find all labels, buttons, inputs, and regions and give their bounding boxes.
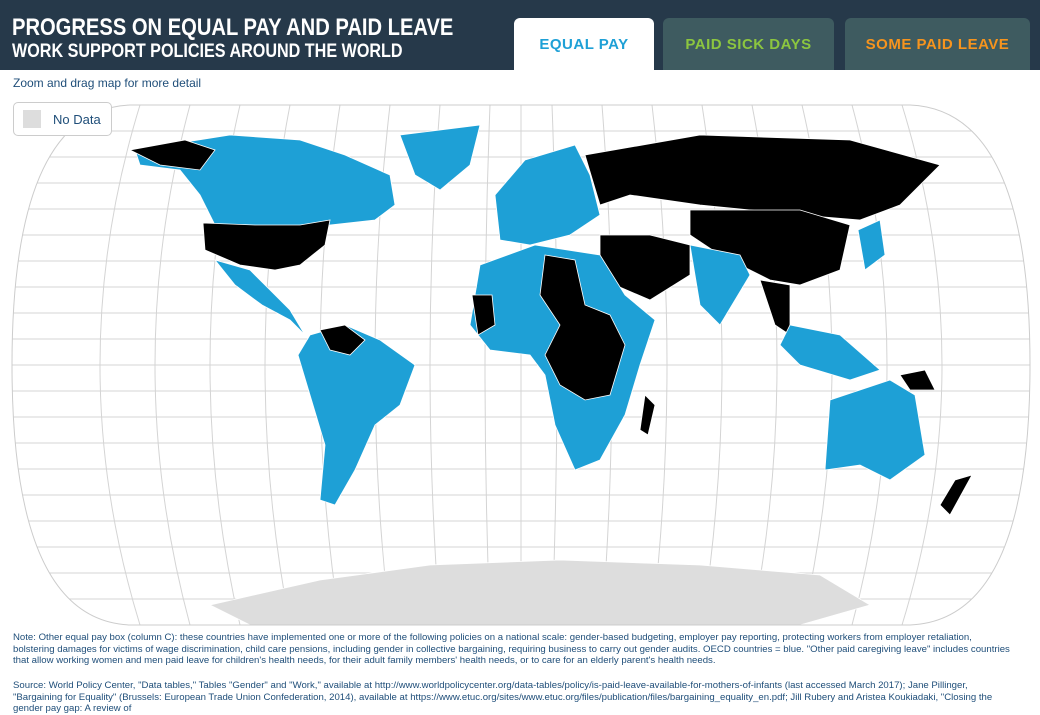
source: Source: World Policy Center, "Data table… (13, 680, 993, 714)
legend: No Data (13, 102, 112, 136)
new-zealand[interactable] (939, 474, 973, 516)
mauritania[interactable] (471, 294, 496, 336)
indonesia[interactable] (779, 324, 881, 381)
title: PROGRESS ON EQUAL PAY AND PAID LEAVE (12, 14, 454, 41)
venezuela[interactable] (319, 324, 366, 356)
tab[interactable]: PAID SICK DAYS (663, 18, 834, 70)
china[interactable] (689, 209, 851, 286)
south-america[interactable] (297, 324, 416, 506)
legend-label: No Data (53, 111, 101, 127)
legend-swatch (23, 110, 41, 128)
map-body (12, 105, 1030, 625)
usa[interactable] (202, 219, 331, 271)
mexico[interactable] (213, 259, 306, 336)
alaska[interactable] (128, 139, 216, 171)
europe[interactable] (494, 144, 601, 246)
russia[interactable] (584, 134, 941, 221)
africa-no-policy[interactable] (539, 254, 626, 401)
tab[interactable]: SOME PAID LEAVE (845, 18, 1030, 70)
hint: Zoom and drag map for more detail (13, 76, 202, 90)
world-map[interactable] (0, 95, 1040, 630)
countries (128, 124, 973, 625)
greenland[interactable] (399, 124, 481, 191)
note: Note: Other equal pay box (column C): th… (13, 632, 1010, 666)
australia[interactable] (824, 379, 926, 481)
japan[interactable] (857, 219, 886, 271)
madagascar[interactable] (639, 394, 656, 436)
india[interactable] (689, 244, 751, 326)
antarctica[interactable] (208, 559, 871, 625)
map-frame (11, 104, 1031, 626)
subtitle: WORK SUPPORT POLICIES AROUND THE WORLD (12, 41, 403, 62)
png[interactable] (899, 369, 936, 391)
header: PROGRESS ON EQUAL PAY AND PAID LEAVE WOR… (0, 0, 1040, 70)
southeast-asia[interactable] (759, 279, 791, 336)
tab[interactable]: EQUAL PAY (514, 18, 654, 70)
